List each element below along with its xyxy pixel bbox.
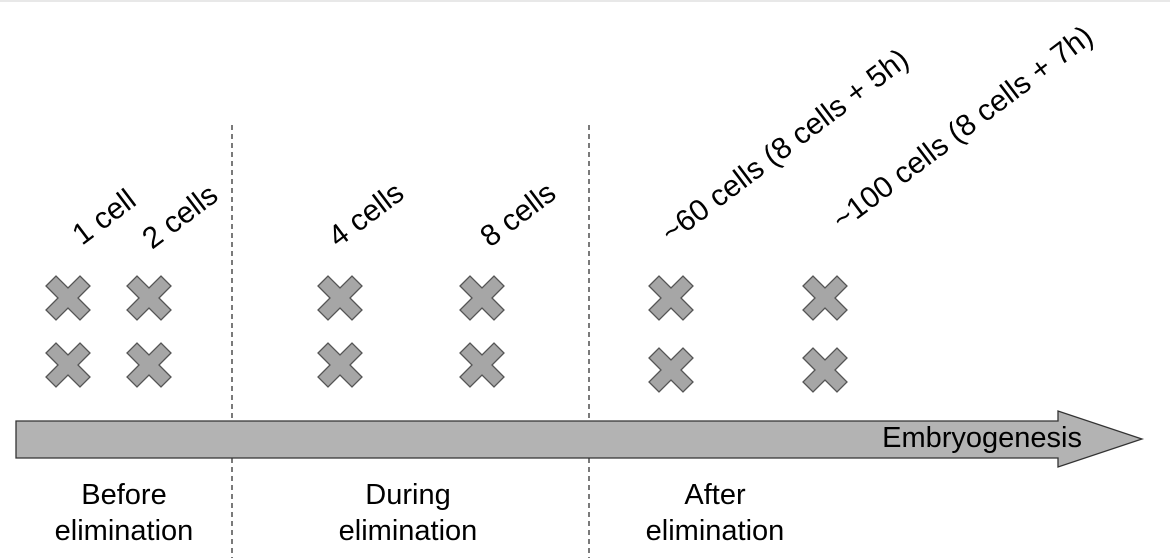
stage-label-after-line2: elimination [646, 515, 785, 547]
sample-marker-60-cells-upper [648, 275, 694, 321]
sample-marker-100-cells-lower [802, 347, 848, 393]
stage-label-during-line2: elimination [339, 515, 478, 547]
stage-label-during-line1: During [365, 479, 450, 511]
sample-marker-8-cells-upper [459, 275, 505, 321]
sample-marker-100-cells-upper [802, 275, 848, 321]
timepoint-label-1-cell: 1 cell [66, 183, 142, 252]
timepoint-label-4-cells: 4 cells [322, 176, 410, 254]
sample-marker-2-cells-lower [126, 342, 172, 388]
timepoint-label-8-cells: 8 cells [474, 176, 562, 254]
top-border [0, 0, 1170, 2]
stage-label-after-line1: After [684, 479, 746, 511]
sample-marker-1-cell-lower [45, 342, 91, 388]
timepoint-labels: 1 cell 2 cells 4 cells 8 cells ~60 cells… [66, 20, 1099, 256]
sample-marker-60-cells-lower [648, 347, 694, 393]
sample-marker-2-cells-upper [126, 275, 172, 321]
arrow-label: Embryogenesis [882, 422, 1082, 454]
stage-label-before-line2: elimination [55, 515, 194, 547]
stage-labels: Before elimination During elimination Af… [55, 479, 785, 547]
sample-marker-1-cell-upper [45, 275, 91, 321]
embryogenesis-arrow [15, 410, 1145, 468]
timepoint-label-2-cells: 2 cells [136, 178, 224, 256]
timepoint-label-60-cells: ~60 cells (8 cells + 5h) [655, 43, 915, 250]
sample-marker-8-cells-lower [459, 342, 505, 388]
stage-label-before-line1: Before [81, 479, 166, 511]
sample-marker-4-cells-upper [317, 275, 363, 321]
sample-markers [45, 275, 848, 393]
timepoint-label-100-cells: ~100 cells (8 cells + 7h) [826, 20, 1099, 237]
sample-marker-4-cells-lower [317, 342, 363, 388]
